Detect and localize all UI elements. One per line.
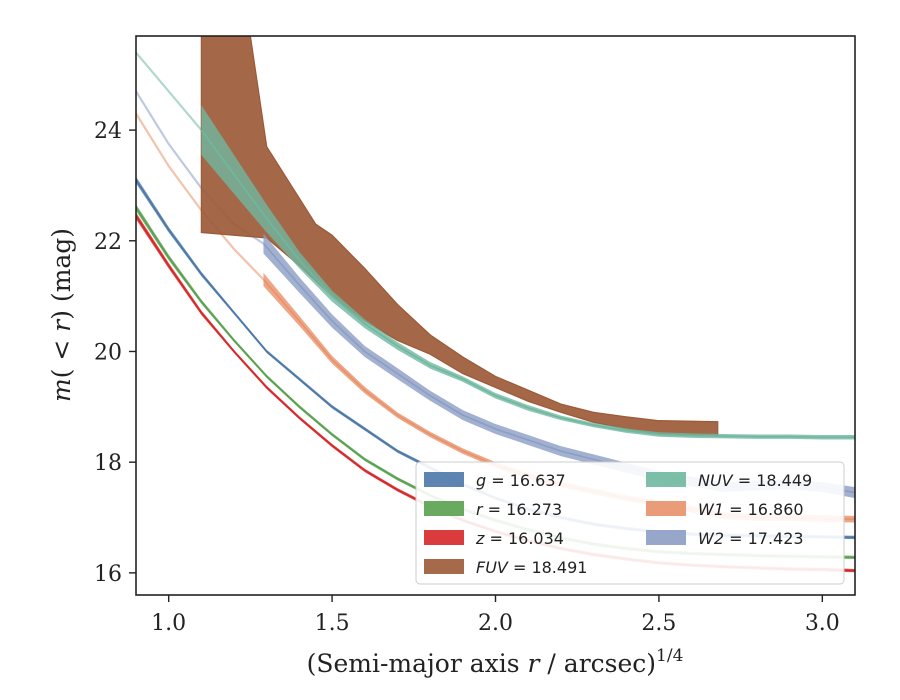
x-axis-label: (Semi-major axis r / arcsec)1/4 (307, 646, 684, 678)
legend-label: r = 16.273 (476, 500, 562, 519)
legend-item-w2: W2 = 17.423 (646, 529, 804, 548)
series-nuv-band (201, 105, 855, 440)
series-fuv-band (200, 36, 719, 436)
legend-swatch (424, 501, 464, 516)
legend-swatch (646, 472, 686, 487)
legend-swatch (424, 530, 464, 545)
y-tick-label: 20 (94, 340, 122, 365)
legend-swatch (424, 472, 464, 487)
y-tick-label: 24 (94, 119, 122, 144)
legend-item-g: g = 16.637 (424, 471, 566, 490)
legend-swatch (646, 530, 686, 545)
y-tick-label: 18 (94, 451, 122, 476)
x-tick-label: 3.0 (805, 611, 840, 636)
series-w2-band (263, 233, 855, 499)
legend-item-z: z = 16.034 (424, 529, 564, 548)
legend-item-nuv: NUV = 18.449 (646, 471, 812, 490)
y-tick-label: 16 (94, 562, 122, 587)
legend-label: g = 16.637 (476, 471, 566, 490)
legend-label: W1 = 16.860 (698, 500, 804, 519)
y-axis: 16 18 20 22 24 (94, 119, 136, 587)
y-axis-label: m( < r) (mag) (47, 228, 76, 402)
x-tick-label: 2.0 (478, 611, 513, 636)
legend-label: NUV = 18.449 (698, 471, 812, 490)
series-nuv-faint-line (136, 51, 203, 131)
legend-swatch (646, 501, 686, 516)
legend-item-fuv: FUV = 18.491 (424, 558, 587, 577)
series-nuv-line (200, 129, 855, 439)
x-axis: 1.0 1.5 2.0 2.5 3.0 (151, 595, 840, 636)
x-tick-label: 1.0 (151, 611, 186, 636)
legend-label: FUV = 18.491 (476, 558, 587, 577)
legend-item-r: r = 16.273 (424, 500, 562, 519)
x-tick-label: 2.5 (641, 611, 676, 636)
legend-swatch (424, 559, 464, 574)
legend-item-w1: W1 = 16.860 (646, 500, 804, 519)
y-tick-label: 22 (94, 230, 122, 255)
x-tick-label: 1.5 (315, 611, 350, 636)
legend-label: W2 = 17.423 (698, 529, 804, 548)
legend-label: z = 16.034 (475, 529, 564, 548)
legend-box (415, 461, 845, 585)
legend: g = 16.637 r = 16.273 z = 16.034 FUV = 18.4… (415, 461, 845, 585)
